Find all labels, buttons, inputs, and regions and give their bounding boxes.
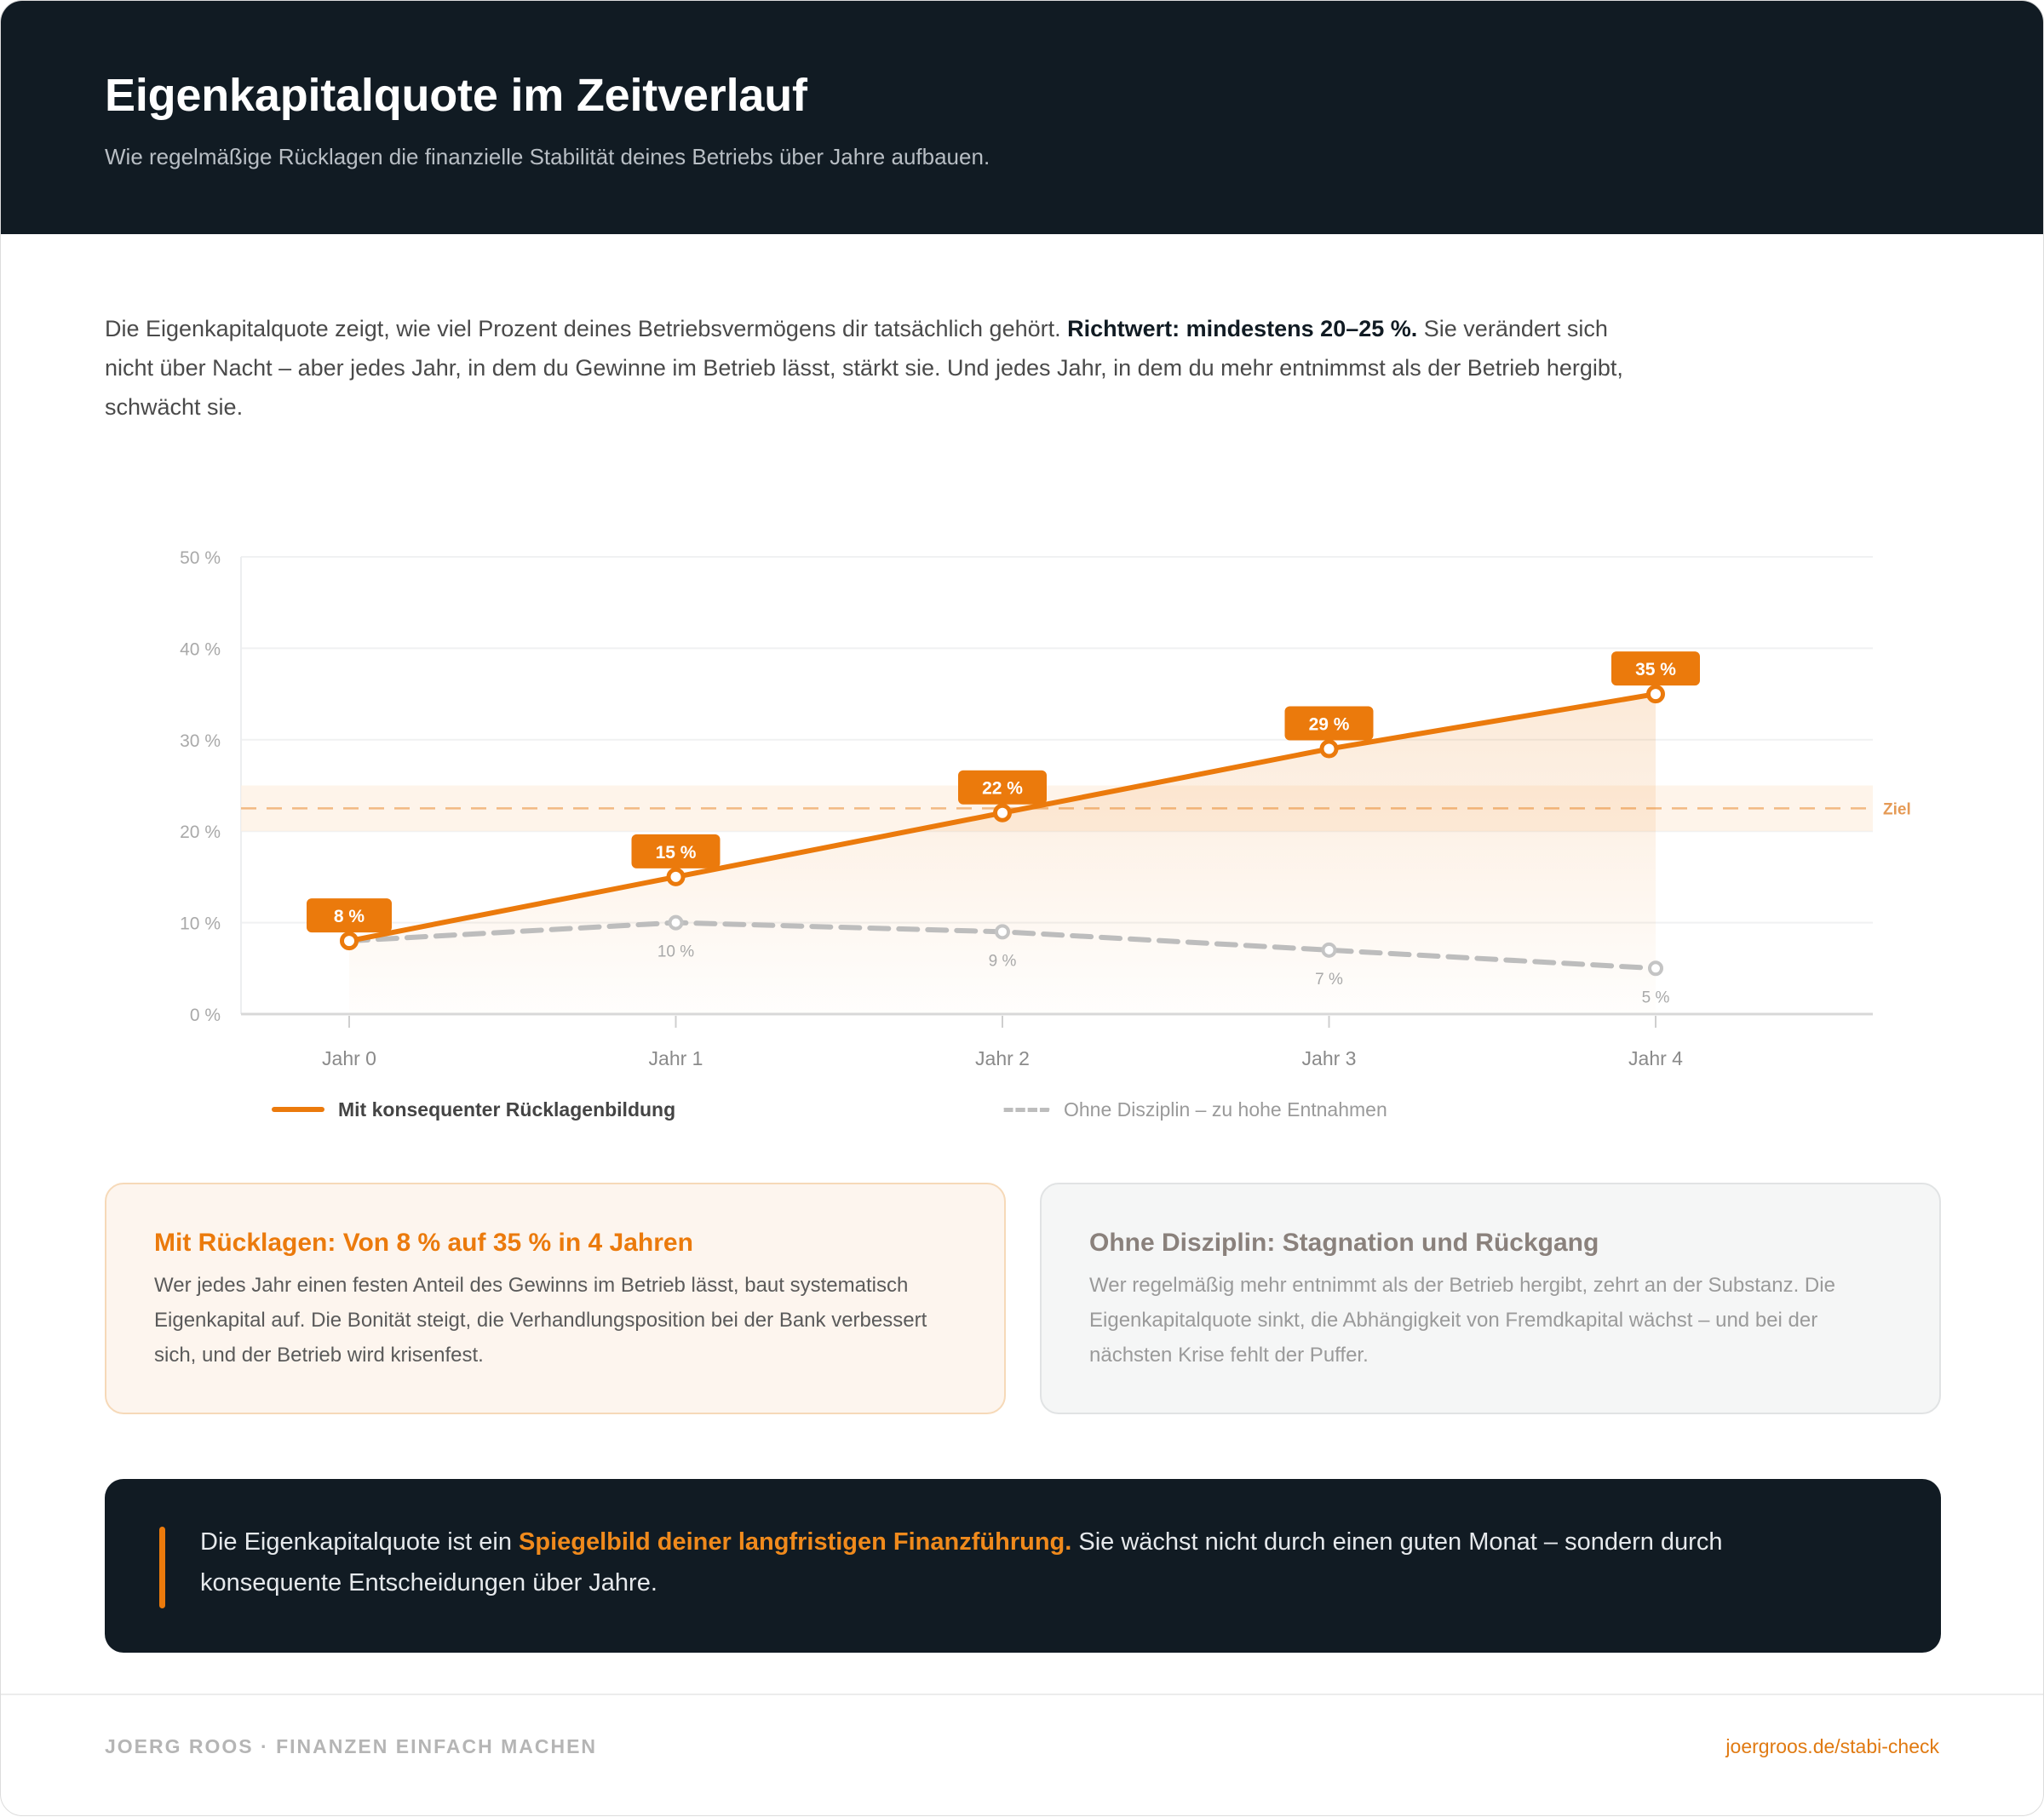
x-tick-label: Jahr 2 — [975, 1047, 1030, 1069]
series-area-fill — [349, 694, 1656, 1014]
intro-text-before: Die Eigenkapitalquote zeigt, wie viel Pr… — [105, 316, 1068, 341]
data-point[interactable] — [993, 803, 1012, 823]
data-label: 10 % — [657, 943, 694, 961]
data-points — [340, 685, 1665, 977]
value-badge-label: 35 % — [1635, 660, 1676, 679]
x-tick-label: Jahr 4 — [1628, 1047, 1683, 1069]
key-takeaway-text: Die Eigenkapitalquote ist ein Spiegelbil… — [200, 1522, 1861, 1603]
data-point[interactable] — [1646, 685, 1665, 704]
value-badge — [1611, 651, 1700, 686]
target-label: Ziel — [1883, 800, 1911, 818]
value-badge-label: 22 % — [982, 779, 1023, 799]
page-subtitle: Wie regelmäßige Rücklagen die finanziell… — [105, 144, 990, 169]
intro-benchmark: Richtwert: mindestens 20–25 %. — [1067, 316, 1418, 341]
intro-paragraph: Die Eigenkapitalquote zeigt, wie viel Pr… — [105, 309, 1638, 427]
y-tick-label: 50 % — [180, 548, 221, 568]
value-badge — [307, 898, 392, 933]
x-tick-label: Jahr 3 — [1302, 1047, 1357, 1069]
value-badge — [958, 770, 1047, 805]
value-badge-label: 29 % — [1309, 715, 1350, 735]
data-point[interactable] — [1319, 739, 1339, 759]
legend-item-without-discipline[interactable]: Ohne Disziplin – zu hohe Entnahmen — [1002, 1094, 1387, 1125]
value-badge-label: 15 % — [656, 843, 697, 863]
footer-divider — [1, 1694, 2043, 1695]
card-title: Mit Rücklagen: Von 8 % auf 35 % in 4 Jah… — [154, 1229, 693, 1257]
card-text: Wer regelmäßig mehr entnimmt als der Bet… — [1089, 1274, 1835, 1367]
data-point[interactable] — [1321, 942, 1337, 958]
footer-link[interactable]: joergroos.de/stabi-check — [1725, 1735, 1939, 1757]
legend-solid-line-icon — [272, 1107, 324, 1112]
page-title: Eigenkapitalquote im Zeitverlauf — [105, 70, 807, 121]
quote-highlight: Spiegelbild deiner langfristigen Finanzf… — [519, 1528, 1072, 1556]
y-tick-label: 40 % — [180, 639, 221, 659]
key-takeaway-box: Die Eigenkapitalquote ist ein Spiegelbil… — [105, 1479, 1941, 1653]
value-badge — [1284, 706, 1374, 741]
data-point[interactable] — [1648, 960, 1663, 977]
legend-label: Mit konsequenter Rücklagenbildung — [338, 1098, 676, 1121]
legend-dashed-line-icon — [1002, 1107, 1050, 1112]
data-point[interactable] — [995, 924, 1010, 940]
card-without-discipline: Ohne Disziplin: Stagnation und Rückgang … — [1040, 1183, 1941, 1414]
data-point[interactable] — [666, 867, 686, 886]
data-label: 9 % — [989, 952, 1017, 970]
data-point[interactable] — [668, 914, 684, 931]
quote-text-after: Sie wächst nicht durch einen guten Monat… — [200, 1528, 1723, 1596]
intro-text-after: Sie verändert sich nicht über Nacht – ab… — [105, 316, 1623, 420]
data-label: 7 % — [1315, 971, 1343, 989]
y-tick-label: 10 % — [180, 914, 221, 934]
quote-accent-bar — [159, 1527, 165, 1608]
data-point[interactable] — [340, 931, 359, 951]
legend-item-with-reserves[interactable]: Mit konsequenter Rücklagenbildung — [272, 1094, 675, 1125]
data-labels: 10 % 9 % 7 % 5 % 8 % 15 % 22 % 29 % 35 % — [307, 651, 1700, 1006]
chart-axes: Jahr 0 Jahr 1 Jahr 2 Jahr 3 Jahr 4 — [241, 1012, 1873, 1069]
data-label: 5 % — [1642, 989, 1670, 1006]
equity-ratio-chart: 0 %10 %20 %30 %40 %50 % Ziel Jahr 0 Jahr … — [180, 548, 1911, 1069]
y-tick-label: 0 % — [190, 1006, 221, 1025]
card-with-reserves: Mit Rücklagen: Von 8 % auf 35 % in 4 Jah… — [105, 1183, 1006, 1414]
legend-label: Ohne Disziplin – zu hohe Entnahmen — [1064, 1098, 1387, 1121]
x-tick-label: Jahr 1 — [649, 1047, 703, 1069]
y-tick-label: 20 % — [180, 823, 221, 842]
value-badge — [631, 834, 721, 868]
x-tick-label: Jahr 0 — [322, 1047, 376, 1069]
header: Eigenkapitalquote im Zeitverlauf Wie reg… — [1, 1, 2043, 234]
card-text: Wer jedes Jahr einen festen Anteil des G… — [154, 1274, 927, 1367]
value-badge-label: 8 % — [334, 907, 365, 926]
footer-brand: JOERG ROOS · FINANZEN EINFACH MACHEN — [105, 1735, 598, 1757]
quote-text-before: Die Eigenkapitalquote ist ein — [200, 1528, 520, 1556]
y-tick-label: 30 % — [180, 731, 221, 751]
card-title: Ohne Disziplin: Stagnation und Rückgang — [1089, 1229, 1599, 1257]
